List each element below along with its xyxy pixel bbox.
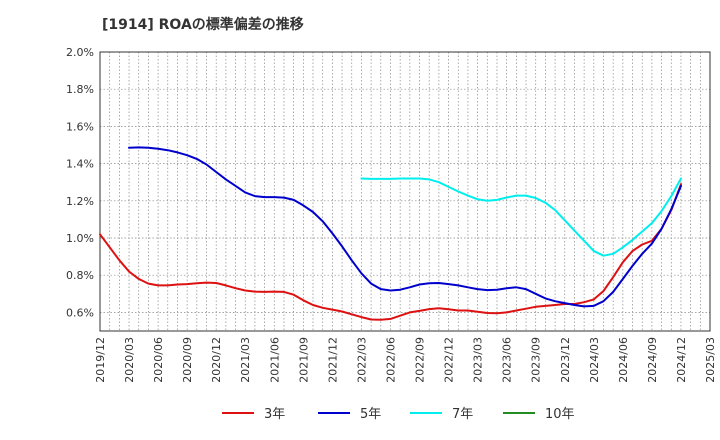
- x-tick-label: 2020/06: [152, 337, 165, 383]
- y-tick-label: 0.6%: [66, 306, 94, 319]
- x-tick-label: 2019/12: [94, 337, 107, 383]
- y-tick-label: 1.2%: [66, 195, 94, 208]
- x-tick-label: 2022/06: [384, 337, 397, 383]
- y-tick-label: 1.4%: [66, 158, 94, 171]
- x-tick-label: 2024/12: [675, 337, 688, 383]
- x-tick-label: 2024/06: [617, 337, 630, 383]
- x-tick-label: 2022/12: [443, 337, 456, 383]
- legend-label-7年: 7年: [452, 407, 473, 422]
- series-line-5年: [128, 146, 682, 308]
- x-tick-label: 2021/03: [239, 337, 252, 383]
- y-tick-label: 1.6%: [66, 120, 94, 133]
- legend-label-5年: 5年: [360, 407, 381, 422]
- x-tick-label: 2020/12: [210, 337, 223, 383]
- x-tick-label: 2024/09: [646, 337, 659, 383]
- series-line-7年: [360, 177, 682, 257]
- x-tick-label: 2023/06: [501, 337, 514, 383]
- x-tick-label: 2023/12: [559, 337, 572, 383]
- legend-label-3年: 3年: [264, 407, 285, 422]
- axis-layer: 0.6% 0.8% 1.0% 1.2% 1.4% 1.6% 1.8% 2.0% 2019/12 2…: [66, 46, 717, 383]
- y-tick-label: 2.0%: [66, 46, 94, 59]
- x-tick-label: 2021/12: [326, 337, 339, 383]
- x-tick-label: 2023/03: [472, 337, 485, 383]
- x-tick-label: 2022/03: [355, 337, 368, 383]
- y-tick-label: 1.8%: [66, 83, 94, 96]
- y-tick-label: 0.8%: [66, 269, 94, 282]
- legend-label-10年: 10年: [545, 407, 575, 422]
- series-line-3年: [99, 183, 682, 321]
- legend-layer: 3年 5年 7年 10年: [222, 407, 575, 422]
- x-tick-label: 2021/06: [268, 337, 281, 383]
- series-layer: [99, 146, 682, 321]
- x-tick-label: 2020/09: [181, 337, 194, 383]
- x-tick-label: 2024/03: [588, 337, 601, 383]
- x-tick-label: 2023/09: [530, 337, 543, 383]
- x-tick-label: 2025/03: [704, 337, 717, 383]
- x-tick-label: 2022/09: [414, 337, 427, 383]
- chart-title: [1914] ROAの標準偏差の推移: [102, 17, 304, 33]
- x-tick-label: 2020/03: [123, 337, 136, 383]
- x-tick-label: 2021/09: [297, 337, 310, 383]
- y-tick-label: 1.0%: [66, 232, 94, 245]
- plot-border: [99, 51, 711, 332]
